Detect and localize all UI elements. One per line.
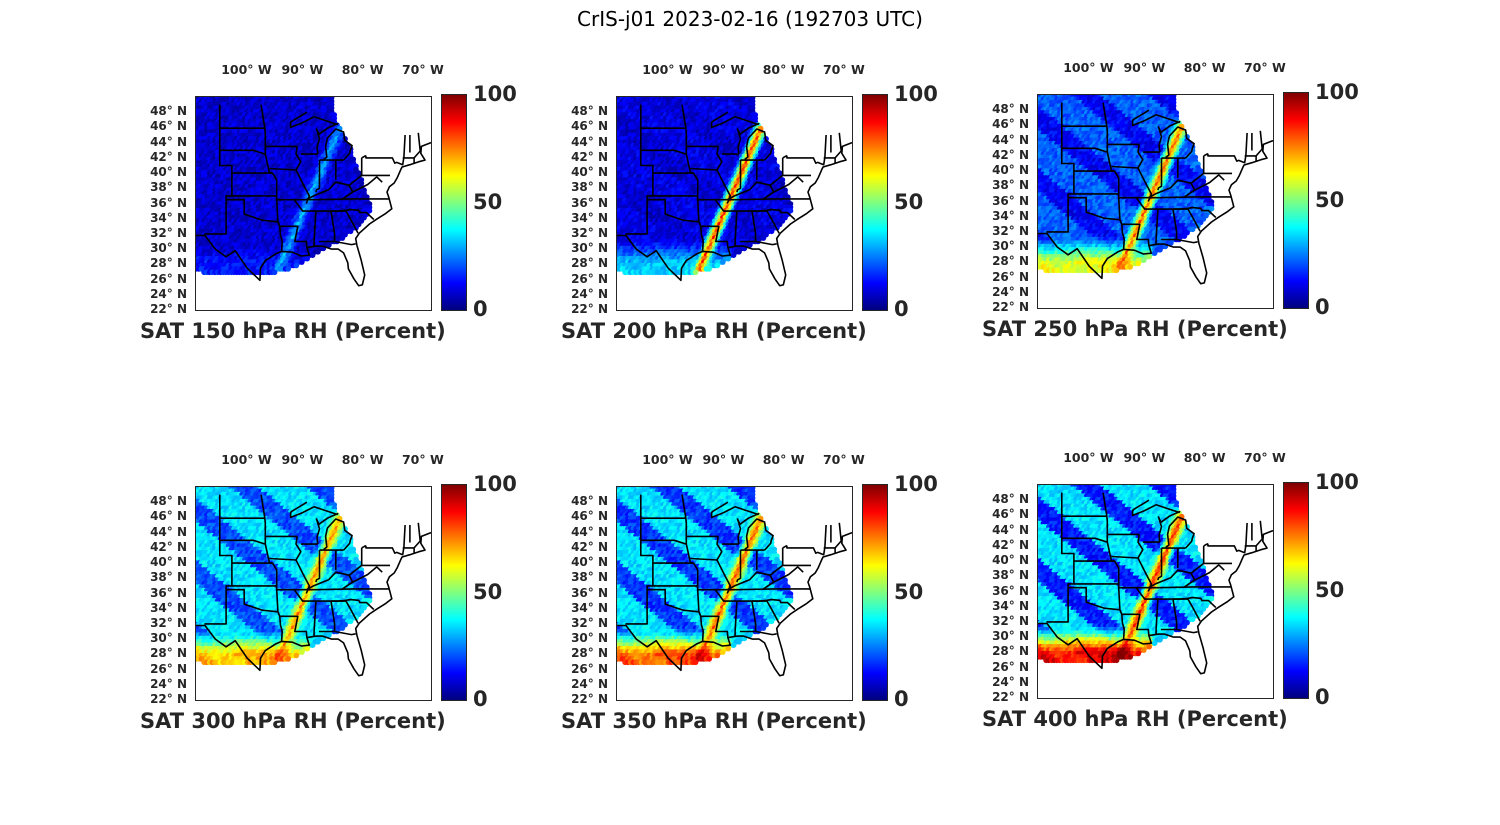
longitude-tick-label: 100° W	[221, 62, 272, 77]
latitude-tick-label: 26° N	[571, 271, 608, 286]
rh-observation-swath	[617, 97, 794, 276]
longitude-tick-label: 90° W	[702, 62, 745, 77]
map-svg	[617, 97, 852, 287]
latitude-tick-label: 38° N	[150, 180, 187, 195]
latitude-tick-label: 34° N	[571, 210, 608, 225]
latitude-tick-label: 48° N	[150, 104, 187, 119]
latitude-tick-label: 48° N	[571, 104, 608, 119]
latitude-tick-label: 24° N	[571, 286, 608, 301]
latitude-tick-label: 24° N	[150, 286, 187, 301]
colorbar-tick-label: 50	[473, 189, 503, 214]
longitude-labels: 100° W 90° W 80° W 70° W	[140, 60, 540, 82]
rh-observation-swath	[196, 97, 373, 276]
rh-observation-point	[315, 249, 321, 255]
latitude-tick-label: 46° N	[150, 119, 187, 134]
latitude-tick-label: 40° N	[150, 165, 187, 180]
longitude-labels: 100° W 90° W 80° W 70° W	[561, 60, 961, 82]
longitude-tick-label: 80° W	[341, 62, 384, 77]
rh-observation-point	[347, 228, 354, 235]
state-border	[313, 211, 317, 247]
longitude-tick-label: 90° W	[281, 62, 324, 77]
longitude-tick-label: 100° W	[642, 62, 693, 77]
rh-observation-point	[326, 242, 332, 248]
state-border	[295, 146, 311, 204]
map-plot-area	[195, 96, 432, 311]
rh-observation-point	[285, 266, 291, 272]
latitude-tick-label: 44° N	[150, 134, 187, 149]
latitude-tick-label: 36° N	[571, 195, 608, 210]
colorbar-tick-label: 100	[473, 82, 517, 106]
latitude-tick-label: 30° N	[150, 241, 187, 256]
colorbar	[441, 94, 467, 311]
panel-200hpa: 100° W 90° W 80° W 70° W 48° N 46° N 44° N 42° …	[561, 60, 961, 360]
colorbar-tick-label: 0	[473, 297, 488, 321]
state-border	[219, 149, 266, 155]
rh-observation-point	[339, 235, 346, 241]
latitude-tick-label: 44° N	[571, 134, 608, 149]
latitude-tick-label: 40° N	[571, 165, 608, 180]
state-border	[318, 210, 336, 243]
state-border	[290, 111, 308, 123]
state-border	[331, 210, 359, 234]
latitude-tick-label: 32° N	[571, 225, 608, 240]
figure-title: CrIS-j01 2023-02-16 (192703 UTC)	[577, 7, 923, 31]
rh-observation-point	[309, 252, 316, 258]
state-border	[352, 176, 383, 193]
state-border	[334, 240, 356, 246]
latitude-tick-label: 28° N	[150, 256, 187, 271]
latitude-tick-label: 42° N	[150, 149, 187, 164]
latitude-tick-label: 38° N	[571, 180, 608, 195]
state-border	[348, 174, 363, 186]
state-border	[323, 128, 353, 161]
longitude-tick-label: 80° W	[762, 62, 805, 77]
latitude-tick-label: 26° N	[150, 271, 187, 286]
state-border	[226, 198, 278, 223]
latitude-tick-label: 46° N	[571, 119, 608, 134]
latitude-tick-label: 28° N	[571, 256, 608, 271]
coastline	[196, 141, 431, 287]
rh-observation-point	[304, 255, 310, 262]
rh-observation-point	[293, 262, 300, 269]
map-plot-area	[616, 96, 853, 311]
state-border	[269, 167, 297, 171]
latitude-tick-label: 42° N	[571, 149, 608, 164]
panel-150hpa: 100° W 90° W 80° W 70° W 48° N 46° N 44° N 42° …	[140, 60, 540, 360]
latitude-tick-label: 22° N	[571, 302, 608, 316]
rh-observation-point	[299, 259, 305, 265]
state-border	[260, 104, 283, 252]
rh-observation-point	[271, 269, 278, 276]
state-border	[204, 104, 233, 235]
state-border	[315, 160, 321, 193]
panel-title: SAT 150 hPa RH (Percent)	[140, 319, 446, 343]
latitude-tick-label: 22° N	[150, 302, 187, 316]
state-border	[402, 132, 421, 159]
latitude-tick-label: 36° N	[150, 195, 187, 210]
state-border	[301, 116, 339, 155]
latitude-tick-label: 34° N	[150, 210, 187, 225]
state-border	[293, 199, 375, 221]
map-svg	[196, 97, 431, 287]
state-border	[360, 157, 390, 177]
state-border	[280, 225, 308, 248]
latitude-tick-label: 32° N	[150, 225, 187, 240]
state-border	[276, 198, 390, 201]
state-border	[289, 122, 303, 129]
longitude-tick-label: 70° W	[401, 62, 444, 77]
latitude-labels: 48° N 46° N 44° N 42° N 40° N 38° N 36° N 34° N…	[140, 96, 195, 356]
latitude-tick-label: 30° N	[571, 241, 608, 256]
longitude-tick-label: 70° W	[822, 62, 865, 77]
state-border	[365, 134, 406, 166]
state-boundaries	[196, 104, 431, 287]
latitude-labels: 48° N 46° N 44° N 42° N 40° N 38° N 36° N 34° N…	[561, 96, 616, 356]
